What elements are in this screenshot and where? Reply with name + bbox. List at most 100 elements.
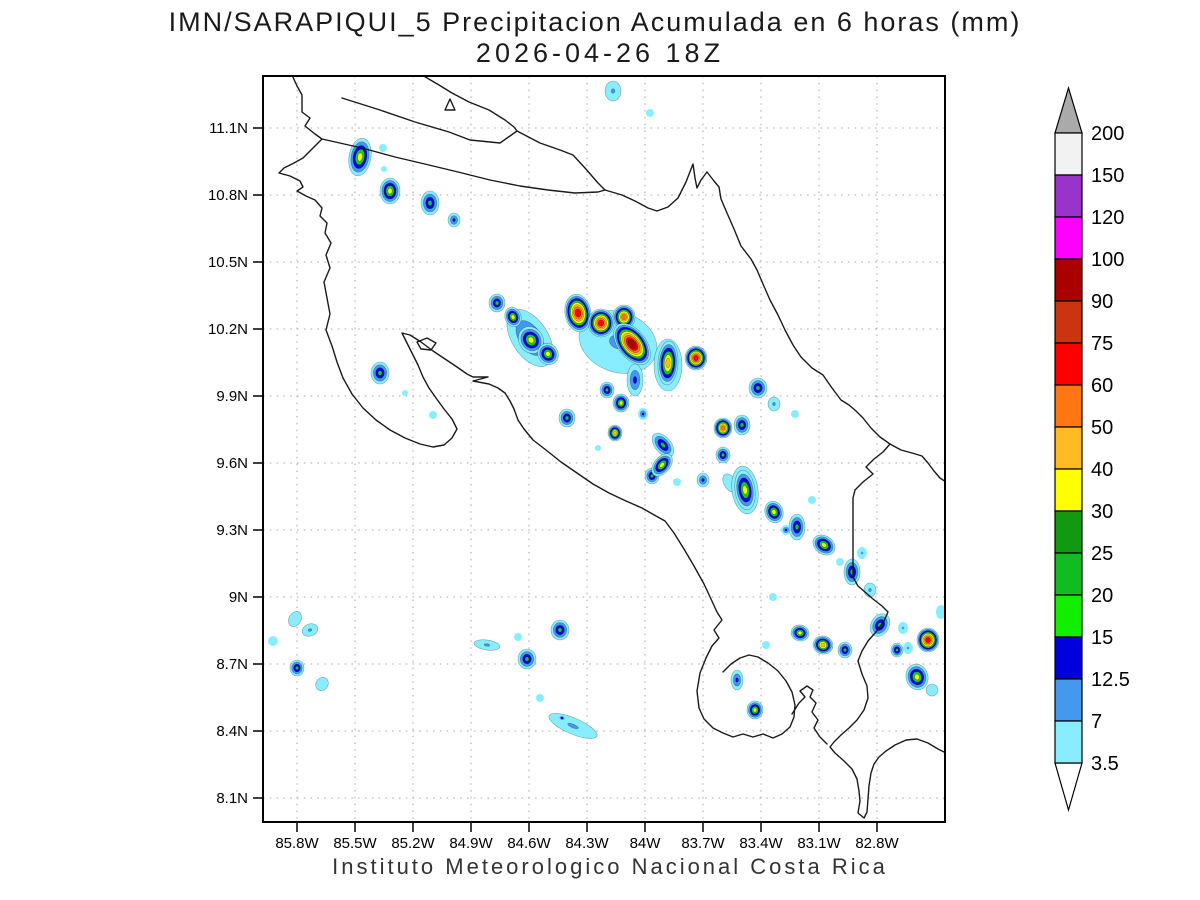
coastline: [278, 76, 796, 739]
contour-ring: [641, 412, 645, 416]
contour-ring: [925, 683, 939, 697]
contour-ring: [665, 357, 671, 369]
contour-ring: [560, 716, 564, 720]
contour-ring: [574, 308, 582, 318]
precip-cell: [898, 622, 908, 634]
lon-tick-label: 85.2W: [391, 835, 435, 852]
colorbar-tick-label: 15: [1091, 627, 1113, 649]
contour-ring: [906, 646, 910, 650]
precip-cell: [808, 496, 816, 504]
contour-ring: [914, 673, 920, 681]
contour-ring: [794, 523, 800, 531]
contour-ring: [843, 647, 847, 653]
precip-cell: [564, 293, 592, 333]
source-caption: Instituto Meteorologico Nacional Costa R…: [332, 854, 888, 879]
precip-cell: [651, 453, 673, 477]
lat-tick-label: 10.8N: [208, 187, 248, 204]
colorbar-tick-label: 50: [1091, 417, 1113, 439]
contour-ring: [514, 633, 522, 641]
coastline: [791, 685, 828, 745]
precip-cell: [536, 694, 544, 702]
lon-tick-label: 84.9W: [449, 835, 493, 852]
precip-cell: [748, 377, 768, 399]
colorbar-segment: [1054, 384, 1083, 428]
precip-cell: [791, 410, 799, 418]
contour-ring: [610, 88, 616, 94]
colorbar-tick-label: 40: [1091, 459, 1113, 481]
contour-ring: [860, 551, 864, 555]
colorbar-tick-label: 60: [1091, 375, 1113, 397]
page-subtitle-datetime: 2026-04-26 18Z: [475, 38, 725, 68]
contour-ring: [659, 462, 665, 468]
precip-cell: [587, 308, 615, 338]
graticule-grid: [263, 76, 945, 822]
contour-ring: [379, 144, 387, 152]
precip-cell: [504, 306, 522, 328]
contour-ring: [387, 187, 393, 195]
precip-cell: [550, 619, 570, 641]
axes: 11.1N 10.8N 10.5N 10.2N 9.9N 9.6N 9.3N 9N 8.7N 8.…: [208, 120, 900, 852]
lon-tick-label: 84.6W: [507, 835, 551, 852]
contour-ring: [762, 641, 770, 649]
contour-ring: [821, 542, 827, 548]
colorbar-segment: [1054, 720, 1083, 764]
lat-tick-label: 9N: [229, 589, 248, 606]
precip-cells: [268, 80, 945, 739]
contour-ring: [925, 637, 931, 643]
contour-ring: [527, 336, 535, 344]
contour-ring: [295, 665, 299, 671]
contour-ring: [288, 611, 302, 627]
lon-tick-label: 85.5W: [333, 835, 377, 852]
contour-ring: [701, 478, 705, 482]
colorbar-segment: [1054, 426, 1083, 470]
colorbar-tick-label: 100: [1091, 249, 1124, 271]
colorbar-segment: [1054, 594, 1083, 638]
contour-ring: [752, 707, 758, 713]
colorbar-segment: [1054, 510, 1083, 554]
lat-tick-label: 11.1N: [209, 120, 248, 137]
colorbar-tick-label: 200: [1091, 123, 1124, 145]
precip-cell: [836, 558, 844, 566]
lat-tick-label: 10.5N: [208, 254, 248, 271]
contour-ring: [791, 410, 799, 418]
contour-ring: [720, 425, 726, 431]
precip-cell: [301, 623, 319, 637]
contour-ring: [536, 694, 544, 702]
contour-ring: [895, 648, 899, 652]
precip-cell: [517, 648, 537, 670]
precip-cell: [268, 636, 278, 646]
precip-cell: [612, 304, 636, 330]
colorbar-arrow-bottom: [1054, 762, 1083, 813]
contour-ring: [357, 152, 363, 162]
lon-tick-label: 85.8W: [275, 835, 319, 852]
contour-ring: [268, 636, 278, 646]
colorbar-tick-label: 7: [1091, 711, 1102, 733]
precip-cell: [767, 396, 781, 412]
contour-ring: [429, 411, 437, 419]
contour-ring: [772, 402, 776, 406]
lat-tick-label: 8.4N: [216, 723, 248, 740]
contour-ring: [673, 478, 681, 486]
colorbar-segment: [1054, 258, 1083, 302]
precip-cell: [890, 642, 904, 658]
colorbar: 200 150 120 100 90 75 60 50 40 30 25 20 15 12.5 7 3.5: [1054, 85, 1130, 813]
lon-tick-label: 84W: [630, 835, 662, 852]
contour-ring: [510, 314, 516, 320]
precip-cell: [370, 361, 390, 385]
precip-cell: [595, 445, 601, 451]
contour-ring: [868, 588, 872, 592]
precip-cell: [812, 534, 836, 556]
precip-cell: [843, 558, 861, 586]
precip-cell: [730, 669, 744, 691]
contour-ring: [483, 643, 491, 647]
precip-cell: [429, 411, 437, 419]
precip-cell: [514, 633, 522, 641]
contour-ring: [377, 370, 383, 376]
precip-cell: [379, 144, 387, 152]
precip-cell: [604, 80, 622, 102]
contour-ring: [632, 376, 638, 384]
precip-cell: [733, 414, 751, 436]
precip-cell: [289, 659, 305, 677]
contour-ring: [769, 593, 777, 601]
precip-cell: [651, 432, 675, 458]
